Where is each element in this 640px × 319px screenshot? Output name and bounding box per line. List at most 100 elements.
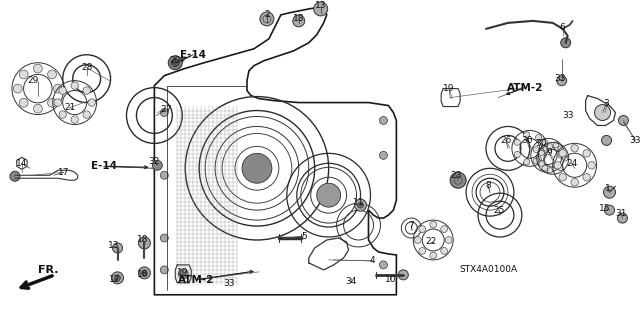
Text: 2: 2 (264, 11, 269, 19)
Circle shape (19, 98, 28, 107)
Circle shape (541, 145, 547, 152)
Text: 12: 12 (109, 275, 120, 284)
Text: 25: 25 (493, 206, 505, 215)
Circle shape (553, 142, 559, 148)
Circle shape (602, 136, 611, 145)
Text: 23: 23 (451, 171, 462, 180)
Circle shape (554, 161, 561, 169)
Circle shape (59, 111, 67, 118)
Circle shape (441, 248, 447, 254)
Circle shape (524, 159, 530, 165)
Circle shape (547, 144, 553, 149)
Circle shape (161, 171, 168, 179)
Text: 19: 19 (444, 84, 455, 93)
Circle shape (59, 87, 67, 94)
Text: 28: 28 (81, 63, 92, 72)
Text: 34: 34 (345, 277, 356, 286)
Circle shape (115, 275, 120, 281)
Circle shape (83, 111, 90, 118)
Circle shape (414, 237, 421, 243)
Text: 21: 21 (64, 103, 76, 112)
Circle shape (314, 2, 328, 16)
Circle shape (398, 270, 408, 280)
Text: 18: 18 (293, 14, 305, 23)
Circle shape (71, 116, 79, 123)
Circle shape (54, 99, 61, 106)
Circle shape (524, 132, 530, 138)
Circle shape (583, 174, 591, 181)
Circle shape (539, 150, 545, 156)
Circle shape (583, 150, 591, 157)
Circle shape (83, 87, 90, 94)
Circle shape (430, 221, 436, 228)
Circle shape (618, 115, 628, 125)
Text: 13: 13 (315, 2, 326, 11)
Circle shape (547, 168, 553, 173)
Circle shape (47, 98, 56, 107)
Circle shape (152, 160, 163, 170)
Text: E-14: E-14 (91, 161, 116, 171)
Circle shape (533, 158, 539, 164)
Text: FR.: FR. (38, 265, 58, 275)
Circle shape (19, 70, 28, 79)
Text: 27: 27 (161, 105, 172, 114)
Circle shape (88, 99, 95, 106)
Text: 1: 1 (605, 184, 611, 193)
Text: 14: 14 (16, 159, 28, 168)
Circle shape (588, 161, 595, 169)
Text: 13: 13 (108, 241, 119, 250)
Circle shape (618, 213, 627, 223)
Text: 33: 33 (554, 74, 566, 83)
Text: ATM-2: ATM-2 (178, 275, 214, 285)
Text: 15: 15 (599, 204, 611, 213)
Circle shape (293, 15, 305, 27)
Circle shape (161, 266, 168, 274)
Circle shape (47, 70, 56, 79)
Text: 33: 33 (562, 111, 573, 120)
Text: E-14: E-14 (180, 50, 206, 60)
Text: STX4A0100A: STX4A0100A (459, 265, 517, 274)
Text: 20: 20 (170, 56, 181, 65)
Circle shape (161, 234, 168, 242)
Circle shape (419, 248, 426, 254)
Circle shape (533, 147, 539, 152)
Circle shape (138, 267, 150, 279)
Text: 22: 22 (426, 237, 437, 247)
Text: 26: 26 (500, 136, 511, 145)
Text: 31: 31 (616, 209, 627, 218)
Text: 16: 16 (137, 271, 148, 279)
Text: 30: 30 (535, 139, 547, 148)
Text: 10: 10 (385, 275, 396, 284)
Circle shape (33, 104, 42, 113)
Text: 19: 19 (177, 268, 188, 277)
Circle shape (557, 76, 566, 85)
Circle shape (172, 59, 179, 67)
Circle shape (419, 226, 426, 233)
Circle shape (260, 12, 274, 26)
Circle shape (605, 205, 614, 215)
Circle shape (441, 226, 447, 233)
Text: 33: 33 (630, 136, 640, 145)
Text: 4: 4 (370, 256, 375, 265)
Circle shape (515, 139, 520, 145)
Circle shape (558, 152, 564, 158)
Circle shape (563, 156, 568, 161)
Circle shape (536, 134, 541, 141)
Circle shape (536, 156, 541, 162)
Text: 32: 32 (148, 157, 160, 166)
Text: 17: 17 (58, 168, 70, 177)
Circle shape (355, 199, 367, 211)
Circle shape (242, 153, 272, 183)
Circle shape (317, 183, 340, 207)
Circle shape (557, 165, 563, 171)
Circle shape (13, 84, 22, 93)
Text: 18: 18 (137, 235, 148, 244)
Circle shape (380, 151, 387, 159)
Circle shape (141, 270, 147, 276)
Circle shape (33, 64, 42, 73)
Circle shape (10, 171, 20, 181)
Circle shape (595, 105, 611, 121)
Circle shape (542, 140, 548, 145)
Text: 24: 24 (566, 159, 577, 168)
Circle shape (113, 243, 122, 253)
